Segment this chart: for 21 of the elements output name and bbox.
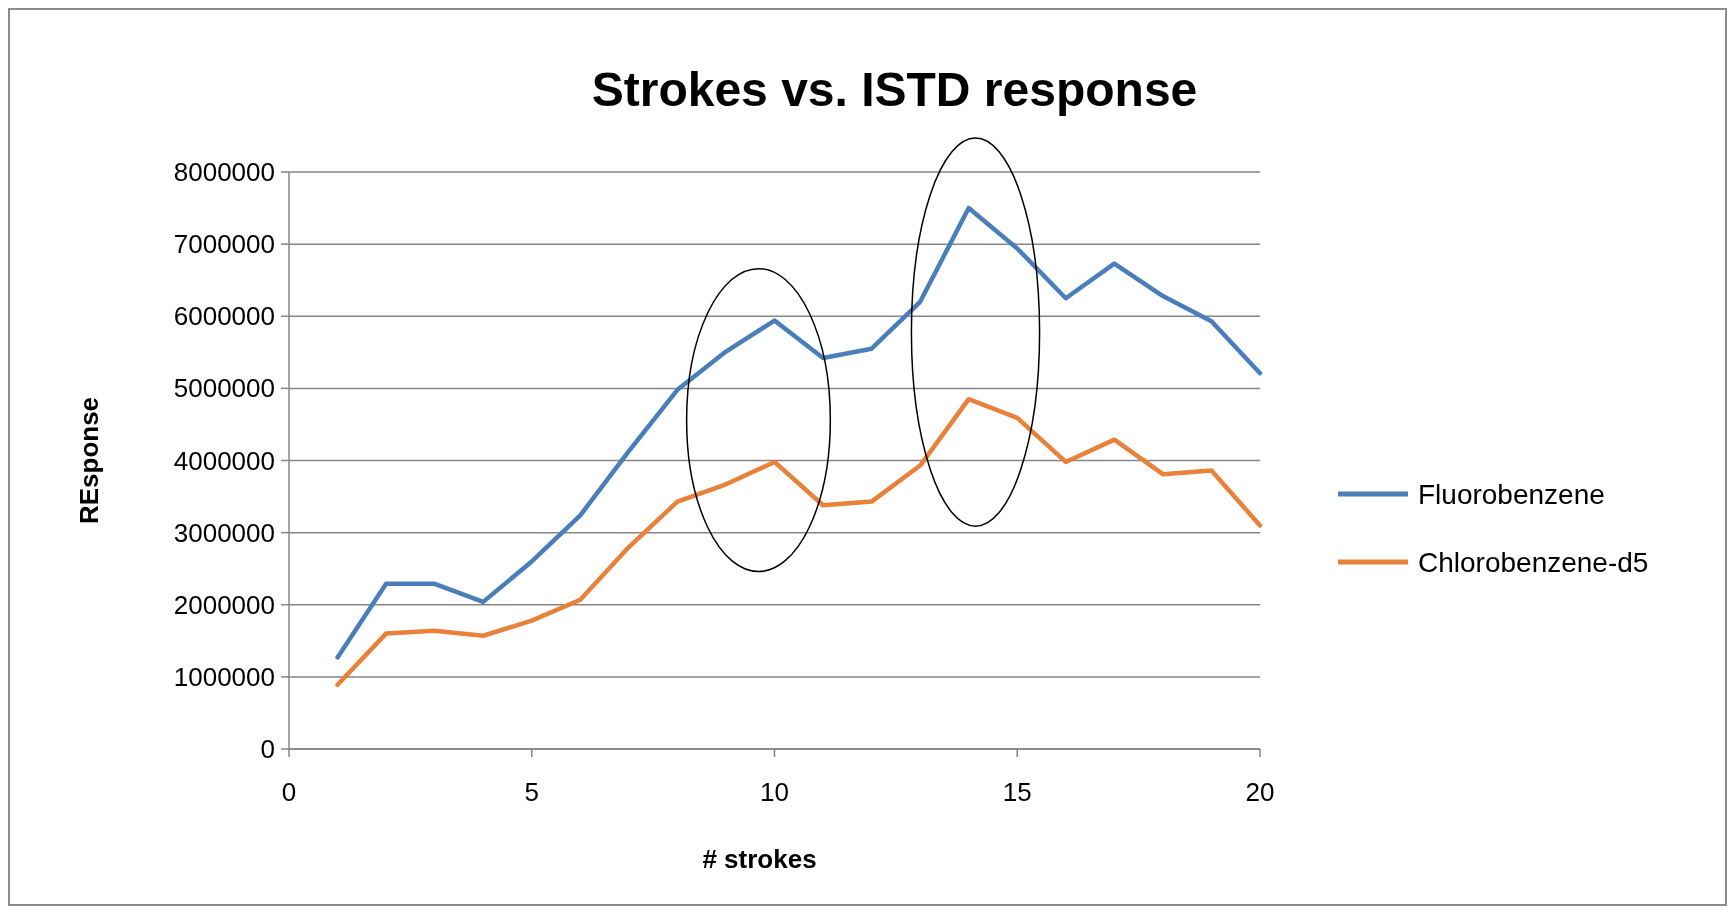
y-tick-label: 2000000 [173, 589, 275, 620]
x-tick-label: 20 [1245, 777, 1275, 807]
line-series [335, 205, 1263, 660]
y-tick-label: 7000000 [173, 229, 275, 260]
y-axis-title: REsponse [74, 396, 104, 525]
y-tick-label: 1000000 [173, 661, 275, 692]
x-tick-label: 15 [1002, 777, 1032, 807]
legend-label: Fluorobenzene [1418, 478, 1605, 510]
y-tick-label: 6000000 [173, 301, 275, 332]
line-series [335, 396, 1263, 688]
y-tick-label: 0 [260, 734, 275, 765]
x-axis-title: # strokes [702, 844, 817, 874]
y-tick-label: 5000000 [173, 373, 275, 404]
x-tick-label: 10 [760, 777, 789, 807]
legend-label: Chlorobenzene-d5 [1418, 546, 1649, 578]
y-tick-label: 4000000 [173, 445, 275, 476]
x-tick-label: 0 [281, 777, 297, 807]
x-tick-label: 5 [524, 777, 539, 807]
chart-title: Strokes vs. ISTD response [591, 63, 1198, 116]
y-tick-label: 8000000 [173, 157, 275, 188]
y-tick-label: 3000000 [173, 517, 275, 548]
